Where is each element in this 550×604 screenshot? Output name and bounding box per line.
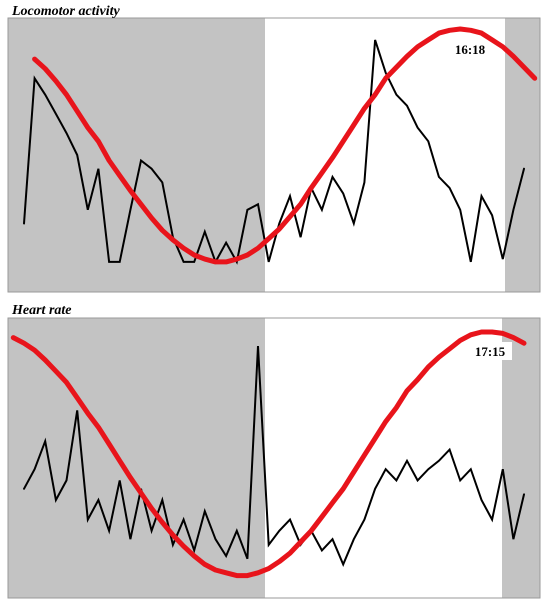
chart-title: Locomotor activity [11,4,120,19]
frame [7,17,541,293]
dark-phase [502,318,540,598]
panel-heart [7,317,541,599]
fit-curve [32,26,538,265]
dark-phase [505,18,540,292]
frame [7,317,541,599]
chart-title: Heart rate [11,303,72,318]
trace-line [23,345,525,567]
panel-activity [7,17,541,293]
fit-curve [10,329,527,579]
annotation-box [468,342,512,360]
trace-line [23,39,525,265]
dark-phase [8,18,265,292]
annotation: 16:18 [455,42,486,57]
annotation: 17:15 [475,344,506,359]
